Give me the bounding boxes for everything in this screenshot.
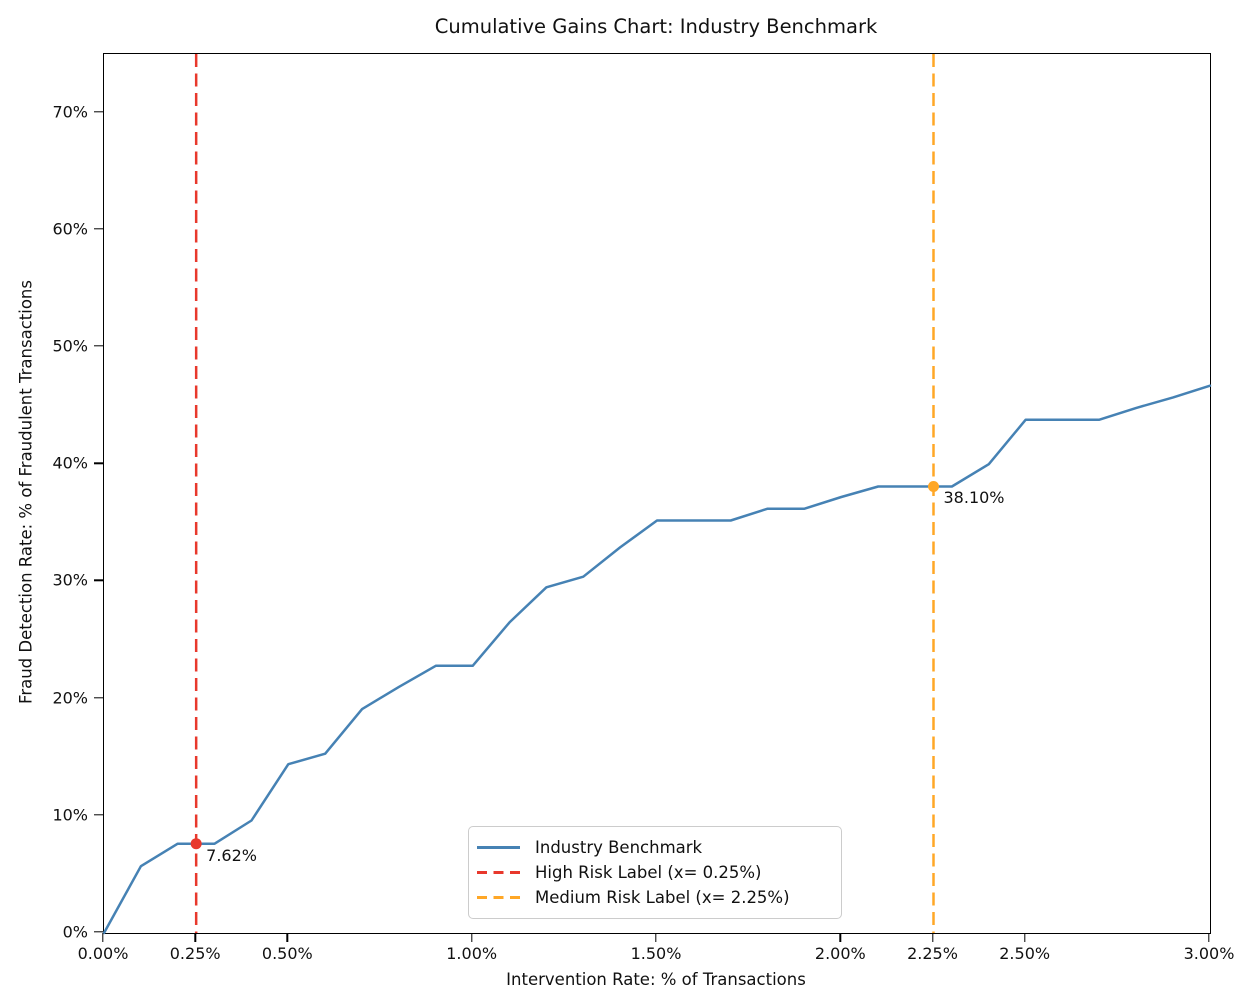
- x-tick-mark: [470, 933, 473, 942]
- x-tick-label: 0.50%: [261, 944, 313, 963]
- legend-line-sample-dashed-red: [477, 871, 520, 874]
- marker-point: [190, 838, 202, 850]
- x-axis-label: Intervention Rate: % of Transactions: [506, 970, 806, 989]
- x-tick-label: 1.50%: [630, 944, 682, 963]
- y-tick-mark: [94, 696, 103, 699]
- x-tick-label: 2.00%: [814, 944, 866, 963]
- point-annotation: 38.10%: [943, 488, 1005, 508]
- y-tick-label: 50%: [52, 336, 88, 356]
- legend-entry-industry-benchmark: Industry Benchmark: [477, 835, 831, 860]
- legend-label: High Risk Label (x= 0.25%): [535, 863, 762, 882]
- x-tick-mark: [102, 933, 104, 942]
- y-tick-mark: [94, 462, 103, 464]
- y-tick-label: 70%: [52, 102, 88, 122]
- x-tick-label: 3.00%: [1183, 944, 1235, 963]
- chart-canvas: [102, 54, 1212, 935]
- y-tick-label: 20%: [52, 688, 88, 708]
- y-tick-label: 40%: [52, 453, 88, 473]
- legend-entry-high-risk: High Risk Label (x= 0.25%): [477, 860, 831, 885]
- legend-label: Medium Risk Label (x= 2.25%): [535, 888, 790, 907]
- legend-line-sample-solid: [477, 846, 520, 849]
- y-tick-mark: [94, 814, 103, 816]
- legend: Industry Benchmark High Risk Label (x= 0…: [468, 826, 842, 919]
- y-tick-label: 30%: [52, 570, 88, 590]
- y-tick-label: 10%: [52, 805, 88, 825]
- marker-point: [928, 480, 939, 492]
- legend-entry-medium-risk: Medium Risk Label (x= 2.25%): [477, 885, 831, 910]
- y-tick-mark: [94, 110, 103, 113]
- y-tick-mark: [94, 228, 103, 230]
- series-line: [102, 384, 1212, 935]
- chart-title: Cumulative Gains Chart: Industry Benchma…: [434, 15, 878, 38]
- x-tick-mark: [655, 933, 657, 942]
- y-tick-mark: [94, 345, 103, 347]
- x-tick-mark: [286, 933, 289, 942]
- x-tick-mark: [1208, 933, 1210, 942]
- x-tick-label: 0.25%: [169, 944, 221, 963]
- x-tick-mark: [931, 933, 934, 942]
- x-tick-mark: [194, 933, 196, 942]
- x-tick-mark: [1023, 933, 1026, 942]
- x-tick-label: 0.00%: [77, 944, 129, 963]
- x-tick-label: 2.50%: [999, 944, 1051, 963]
- y-tick-label: 0%: [62, 922, 88, 942]
- x-tick-label: 1.00%: [446, 944, 498, 963]
- point-annotation: 7.62%: [206, 845, 257, 865]
- legend-line-sample-dashed-orange: [477, 896, 520, 899]
- plot-area: [102, 53, 1212, 935]
- y-tick-label: 60%: [52, 219, 88, 239]
- y-tick-mark: [94, 931, 103, 933]
- x-tick-label: 2.25%: [907, 944, 958, 963]
- y-tick-mark: [94, 579, 103, 582]
- legend-label: Industry Benchmark: [535, 838, 703, 857]
- x-tick-mark: [839, 933, 842, 942]
